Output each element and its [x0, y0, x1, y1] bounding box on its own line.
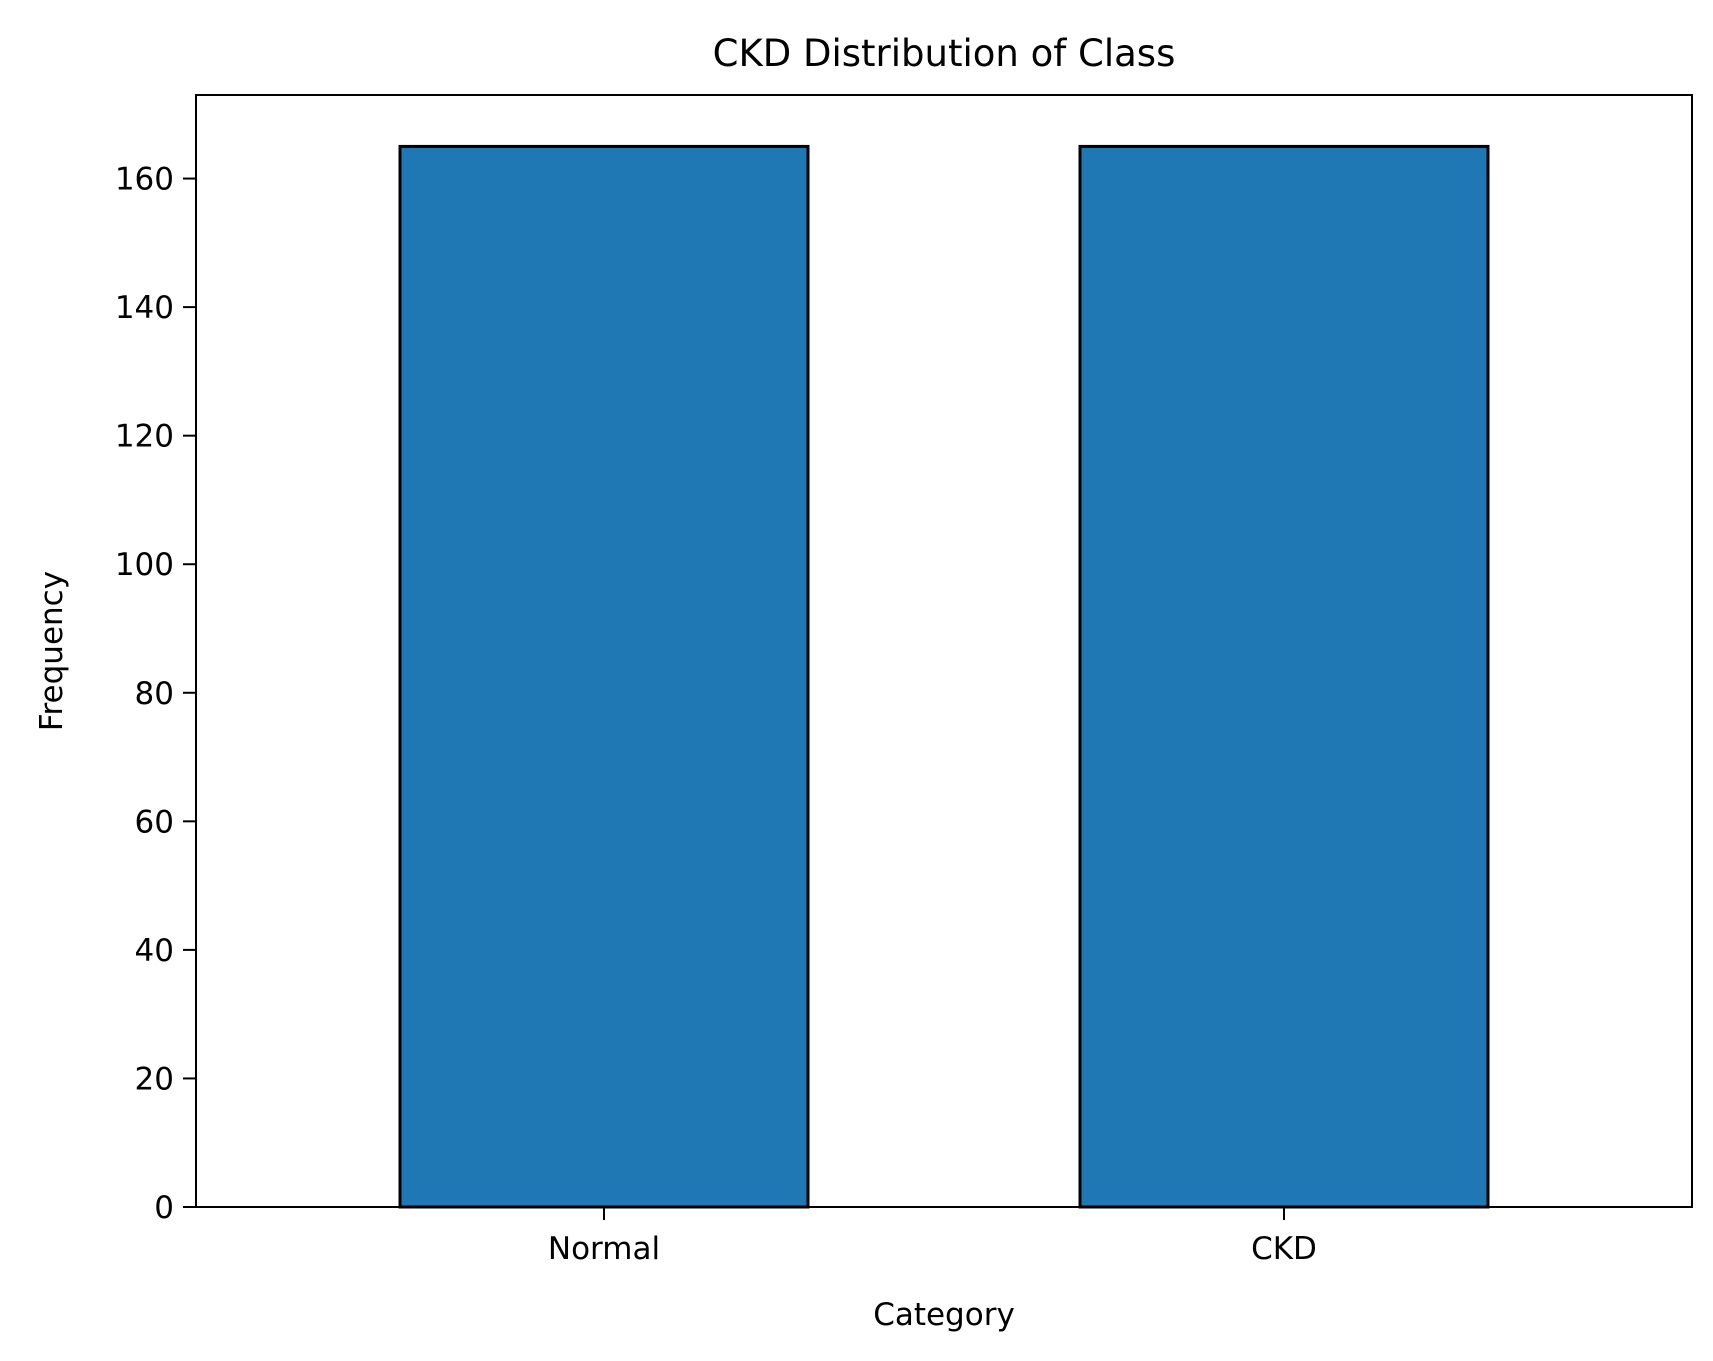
bar-normal — [398, 144, 810, 1209]
bars-layer — [398, 144, 1490, 1209]
y-tick-label: 120 — [115, 419, 174, 455]
y-tick-label: 0 — [154, 1190, 174, 1226]
y-tick-label: 100 — [115, 547, 174, 583]
plot-area-frame — [195, 94, 1693, 1208]
y-axis-ticks: 0 20 40 60 80 100 120 140 160 — [115, 162, 196, 1226]
x-tick-label: CKD — [1251, 1231, 1317, 1267]
y-tick-label: 140 — [115, 290, 174, 326]
bar-ckd — [1078, 144, 1490, 1209]
y-tick-label: 60 — [135, 804, 174, 840]
y-tick-label: 80 — [135, 676, 174, 712]
y-tick-label: 20 — [135, 1061, 174, 1097]
y-axis-label: Frequency — [34, 571, 70, 731]
y-tick-label: 40 — [135, 933, 174, 969]
y-tick-label: 160 — [115, 162, 174, 198]
chart-title: CKD Distribution of Class — [713, 32, 1176, 75]
x-axis-ticks: Normal CKD — [548, 1207, 1317, 1267]
x-axis-label: Category — [873, 1297, 1015, 1333]
x-tick-label: Normal — [548, 1231, 660, 1267]
